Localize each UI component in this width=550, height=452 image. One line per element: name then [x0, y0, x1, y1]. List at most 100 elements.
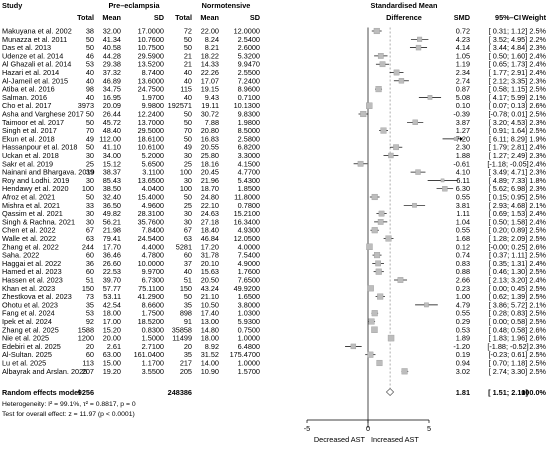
study-weight: 2.1%: [529, 93, 546, 102]
study-sd2: 0.7100: [238, 93, 260, 102]
study-n1: 1200: [78, 334, 94, 343]
x-axis-tick-label: -5: [304, 424, 311, 433]
study-sd2: 1.7600: [238, 267, 260, 276]
study-mean2: 18.70: [201, 184, 219, 193]
study-sd2: 1.0000: [238, 359, 260, 368]
study-sd1: 28.3100: [138, 209, 164, 218]
study-mean1: 36.46: [103, 251, 121, 260]
study-smd: 0.12: [456, 242, 470, 251]
study-ci: [ 0.46; 1.30]: [489, 267, 528, 276]
study-n2: 50: [184, 193, 192, 202]
study-sd2: 12.0000: [234, 27, 260, 36]
study-sd2: 9.8300: [238, 110, 260, 119]
study-sd2: 16.3400: [234, 217, 260, 226]
study-effect-square: [412, 202, 417, 208]
study-ci: [ 0.69; 1.53]: [489, 209, 528, 218]
study-effect-square: [368, 318, 375, 325]
study-label: Munazza et al. 2011: [2, 35, 67, 44]
study-smd: 0.10: [456, 101, 470, 110]
study-ci: [ 0.48; 0.58]: [489, 325, 528, 334]
summary-diamond: [385, 388, 395, 396]
study-weight: 2.4%: [529, 143, 546, 152]
study-n2: 21: [184, 51, 192, 60]
study-effect-square: [350, 343, 357, 350]
study-mean1: 34.75: [103, 85, 121, 94]
study-mean2: 21.96: [201, 176, 219, 185]
study-mean1: 26.44: [103, 110, 121, 119]
study-weight: 2.6%: [529, 334, 546, 343]
study-sd2: 2.6000: [238, 43, 260, 52]
study-mean1: 2.61: [107, 342, 121, 351]
study-n2: 50: [184, 35, 192, 44]
study-sd1: 13.6000: [138, 76, 164, 85]
study-sd1: 10.0000: [138, 259, 164, 268]
study-ci: [ 2.13; 3.20]: [489, 276, 528, 285]
study-ci: [-1.88; -0.52]: [487, 342, 528, 351]
study-mean1: 41.10: [103, 143, 121, 152]
study-n1: 67: [86, 226, 94, 235]
study-sd2: 0.7500: [238, 325, 260, 334]
study-sd2: 1.6500: [238, 292, 260, 301]
study-n2: 50: [184, 118, 192, 127]
study-weight: 2.5%: [529, 110, 546, 119]
study-label: Nainani and Bhargava. 2019: [2, 168, 95, 177]
study-sd1: 161.0400: [134, 350, 164, 359]
study-smd: 0.88: [456, 267, 470, 276]
study-label: Al Ghazali et al. 2014: [2, 60, 71, 69]
study-ci: [ 5.62; 6.98]: [489, 184, 528, 193]
study-weight: 2.3%: [529, 151, 546, 160]
study-mean2: 18.22: [201, 51, 219, 60]
study-smd: 6.11: [456, 176, 470, 185]
study-mean1: 45.72: [103, 118, 121, 127]
header-ci: 95%–CI: [495, 13, 521, 22]
study-weight: 2.5%: [529, 292, 546, 301]
study-n1: 53: [86, 309, 94, 318]
study-effect-square: [412, 119, 418, 125]
study-ci: [ 3.52; 4.95]: [489, 35, 528, 44]
study-mean2: 8.24: [205, 35, 219, 44]
study-smd: 0.19: [456, 350, 470, 359]
study-sd1: 12.2400: [138, 110, 164, 119]
study-sd1: 5.2000: [142, 151, 164, 160]
study-ci: [ 0.00; 0.45]: [489, 284, 528, 293]
study-n2: 72: [184, 27, 192, 36]
study-effect-square: [415, 44, 422, 51]
study-smd: 0.74: [456, 251, 470, 260]
study-mean2: 15.63: [201, 267, 219, 276]
study-ci: [ 3.86; 5.72]: [489, 300, 528, 309]
study-n1: 20: [86, 342, 94, 351]
study-mean1: 20.00: [103, 334, 121, 343]
study-ci: [ 0.15; 0.95]: [489, 193, 528, 202]
study-sd1: 9.9800: [142, 101, 164, 110]
study-mean2: 20.45: [201, 168, 219, 177]
x-axis: -5 0 5 Decreased AST Increased AST: [304, 419, 431, 444]
study-sd1: 9.9700: [142, 267, 164, 276]
study-n1: 40: [86, 68, 94, 77]
study-sd2: 2.5800: [238, 134, 260, 143]
study-mean2: 16.83: [201, 134, 219, 143]
header-total-2: Total: [175, 13, 192, 22]
study-smd: -1.20: [453, 342, 470, 351]
study-sd1: 18.6100: [138, 134, 164, 143]
study-mean2: 8.92: [205, 342, 219, 351]
study-smd: -0.61: [453, 159, 470, 168]
study-sd1: 17.0000: [138, 27, 164, 36]
study-ci: [ 0.65; 1.73]: [489, 60, 528, 69]
study-mean2: 22.26: [201, 68, 219, 77]
study-sd1: 13.7000: [138, 118, 164, 127]
study-mean1: 34.00: [103, 151, 121, 160]
study-mean1: 22.53: [103, 267, 121, 276]
study-sd1: 13.5200: [138, 60, 164, 69]
study-effect-square: [376, 359, 383, 367]
study-label: Zhestkova et al. 2023: [2, 292, 72, 301]
study-n1: 30: [86, 217, 94, 226]
study-sd2: 8.9600: [238, 85, 260, 94]
study-smd: 0.55: [456, 226, 470, 235]
study-label: Sakr et al. 2019: [2, 159, 53, 168]
study-sd1: 10.7500: [138, 43, 164, 52]
study-n1: 3973: [78, 101, 94, 110]
study-label: Hamed et al. 2023: [2, 267, 62, 276]
study-sd2: 5.4300: [238, 176, 260, 185]
study-n2: 49: [184, 143, 192, 152]
study-smd: 1.68: [456, 234, 470, 243]
